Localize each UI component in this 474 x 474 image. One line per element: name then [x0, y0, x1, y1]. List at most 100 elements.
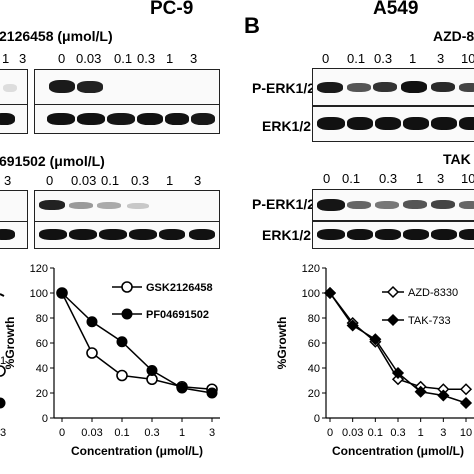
tak-dose-label: 3 — [437, 171, 445, 186]
western-band — [107, 113, 135, 125]
tak-erk-blot — [312, 221, 474, 249]
fragment-marker — [0, 397, 6, 409]
azd-dose-label: 1 — [409, 51, 417, 66]
legend-label: GSK2126458 — [146, 282, 213, 294]
data-point — [369, 335, 382, 348]
western-band — [49, 80, 75, 93]
western-band — [375, 229, 401, 240]
gsk-dose-header: 2126458 (μmol/L) — [0, 28, 113, 44]
y-tick-label: 60 — [308, 338, 320, 350]
data-point — [459, 383, 473, 396]
y-tick-label: 40 — [36, 363, 48, 375]
series-line — [61, 292, 213, 394]
row-label-erk: ERK1/2 — [262, 227, 312, 243]
legend-marker — [386, 313, 400, 327]
x-axis-label: Concentration (μmol/L) — [332, 444, 464, 458]
western-band — [459, 117, 474, 130]
data-point — [459, 396, 473, 410]
data-point — [86, 347, 98, 359]
gsk-dose-label: 0 — [58, 51, 66, 66]
western-band — [431, 229, 457, 240]
gsk-dose-label: 0.03 — [76, 51, 102, 66]
x-tick-label: 3 — [440, 427, 446, 439]
pf-perk-blot-left-fragment — [0, 190, 28, 222]
fragment-tick-label: 1 — [0, 355, 6, 367]
data-point — [176, 382, 188, 394]
western-band — [97, 202, 121, 209]
azd-dose-label: 3 — [437, 51, 445, 66]
western-band — [159, 229, 185, 240]
pf-dose-label: 0.1 — [101, 173, 120, 188]
pf-dose-label: 0.03 — [71, 173, 97, 188]
western-band — [347, 201, 371, 209]
legend-label: PF04691502 — [146, 309, 209, 321]
western-band — [403, 229, 429, 240]
western-band — [165, 113, 189, 125]
data-point — [176, 380, 188, 393]
western-band — [459, 201, 474, 209]
legend-label: AZD-8330 — [408, 287, 458, 299]
western-band — [431, 200, 455, 209]
western-band — [69, 229, 97, 240]
y-tick-label: 80 — [36, 313, 48, 325]
x-tick-label: 0.1 — [368, 427, 383, 439]
x-tick-label: 0.1 — [114, 427, 129, 439]
panel-b-letter: B — [244, 13, 260, 38]
tak-dose-header: TAK — [443, 151, 471, 167]
data-point — [437, 383, 450, 396]
y-tick-label: 100 — [302, 288, 320, 300]
western-band — [317, 82, 343, 93]
western-band — [403, 117, 429, 130]
y-tick-label: 80 — [308, 313, 320, 325]
gsk-erk-blot — [34, 104, 220, 134]
pf-dose-label: 1 — [166, 173, 174, 188]
western-band — [127, 203, 149, 209]
gsk-left-dose-1: 1 — [2, 51, 10, 66]
tak-dose-label: 10 — [461, 171, 474, 186]
pf-erk-blot — [34, 221, 220, 249]
azd-perk-blot — [312, 68, 474, 106]
western-band — [403, 200, 427, 209]
y-tick-label: 20 — [36, 388, 48, 400]
western-band — [375, 201, 399, 209]
row-label-perk: P-ERK1/2 — [252, 196, 316, 212]
western-band — [459, 83, 474, 92]
tak-dose-label: 0.1 — [342, 171, 361, 186]
western-band — [401, 81, 427, 93]
western-band — [39, 200, 65, 210]
western-band — [3, 84, 17, 92]
fragment-mark — [0, 293, 5, 297]
gsk-dose-label: 0.1 — [114, 51, 133, 66]
y-tick-label: 40 — [308, 363, 320, 375]
western-band — [431, 117, 457, 130]
data-point — [146, 365, 158, 376]
data-point — [414, 380, 427, 393]
western-band — [77, 81, 103, 93]
legend-label: TAK-733 — [408, 315, 451, 327]
western-band — [347, 117, 373, 130]
tak-dose-label: 0.3 — [379, 171, 398, 186]
tak-perk-blot — [312, 189, 474, 221]
tak-dose-label: 0 — [323, 171, 331, 186]
western-band — [0, 113, 15, 125]
gsk-left-dose-3: 3 — [19, 51, 27, 66]
gsk-dose-label: 0.3 — [137, 51, 156, 66]
row-label-erk: ERK1/2 — [262, 118, 312, 134]
gsk-dose-label: 1 — [166, 51, 174, 66]
western-band — [459, 229, 474, 240]
data-point — [346, 316, 359, 330]
azd-dose-label: 0.1 — [347, 51, 366, 66]
western-band — [99, 229, 127, 240]
data-point — [369, 333, 382, 346]
data-point — [206, 387, 218, 399]
azd-dose-label: 0.3 — [374, 51, 393, 66]
pf-perk-blot — [34, 190, 220, 222]
fragment-marker — [0, 365, 6, 377]
data-point — [116, 369, 128, 382]
western-band — [129, 229, 157, 240]
western-band — [77, 113, 105, 125]
y-tick-label: 120 — [30, 263, 48, 275]
x-tick-label: 0.03 — [81, 427, 102, 439]
western-band — [47, 113, 75, 125]
data-point — [323, 286, 337, 300]
